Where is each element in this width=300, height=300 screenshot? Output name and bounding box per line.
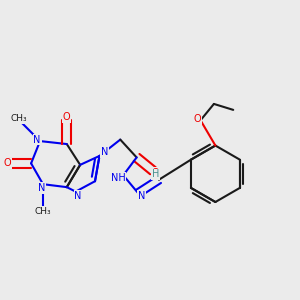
Text: H: H	[152, 169, 160, 179]
Text: N: N	[74, 191, 82, 201]
Text: N: N	[138, 191, 146, 201]
Text: N: N	[38, 183, 45, 193]
Text: O: O	[63, 112, 70, 122]
Text: CH₃: CH₃	[35, 207, 51, 216]
Text: N: N	[101, 147, 109, 158]
Text: N: N	[33, 135, 41, 145]
Text: O: O	[4, 158, 11, 168]
Text: O: O	[193, 114, 201, 124]
Text: O: O	[152, 168, 159, 178]
Text: NH: NH	[110, 173, 125, 183]
Text: CH₃: CH₃	[11, 114, 28, 123]
